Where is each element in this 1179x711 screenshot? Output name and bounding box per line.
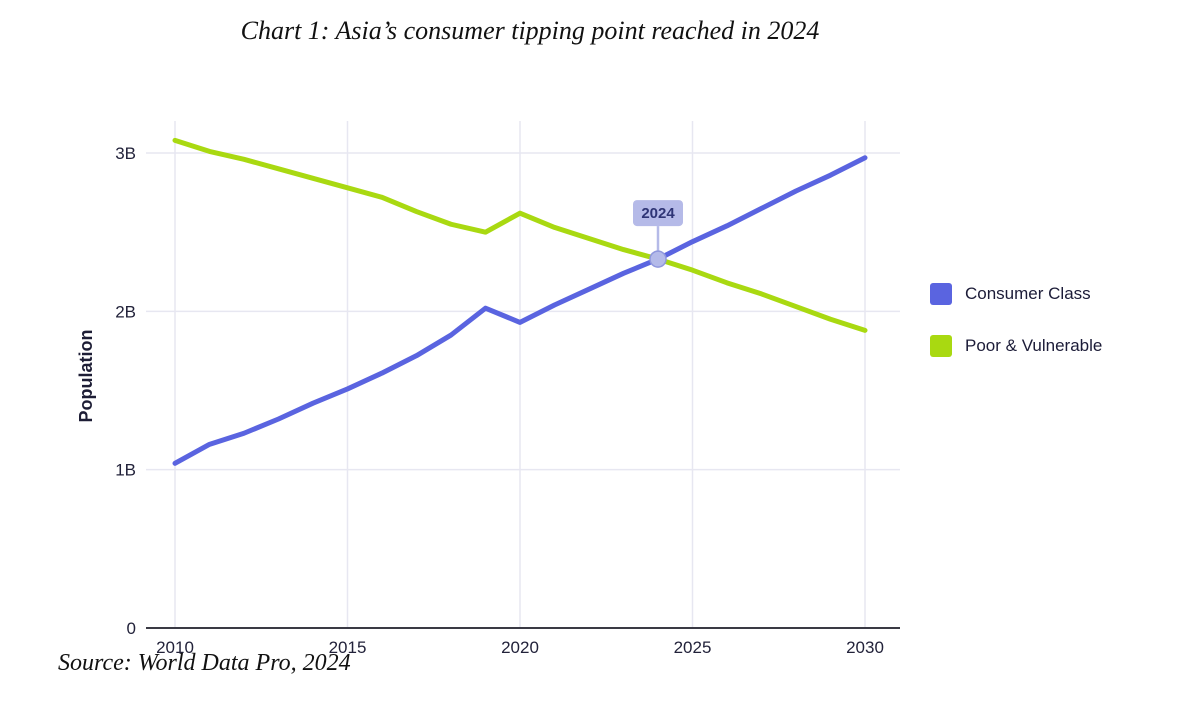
svg-text:Population: Population	[76, 330, 96, 423]
svg-text:2B: 2B	[115, 302, 136, 321]
legend-label-consumer-class: Consumer Class	[965, 284, 1091, 303]
svg-text:3B: 3B	[115, 144, 136, 163]
svg-text:2030: 2030	[846, 638, 884, 657]
legend-item-consumer-class: Consumer Class	[930, 283, 1102, 305]
svg-text:2015: 2015	[329, 638, 367, 657]
line-chart: 2010 2015 2020 2025 2030 0 1B 2B 3B Population 202…	[76, 121, 900, 657]
legend-swatch-poor-vulnerable	[930, 335, 952, 357]
chart-title: Chart 1: Asia’s consumer tipping point r…	[240, 16, 820, 45]
legend-item-poor-vulnerable: Poor & Vulnerable	[930, 335, 1102, 357]
svg-text:1B: 1B	[115, 461, 136, 480]
svg-text:0: 0	[127, 619, 136, 638]
legend: Consumer Class Poor & Vulnerable	[930, 283, 1102, 387]
chart-area: 2010 2015 2020 2025 2030 0 1B 2B 3B Population 202…	[0, 46, 1179, 676]
svg-text:2025: 2025	[674, 638, 712, 657]
source-note: Source: World Data Pro, 2024	[58, 650, 351, 676]
svg-text:2024: 2024	[641, 205, 675, 222]
legend-label-poor-vulnerable: Poor & Vulnerable	[965, 336, 1103, 355]
svg-text:2010: 2010	[156, 638, 194, 657]
svg-text:2020: 2020	[501, 638, 539, 657]
legend-swatch-consumer-class	[930, 283, 952, 305]
